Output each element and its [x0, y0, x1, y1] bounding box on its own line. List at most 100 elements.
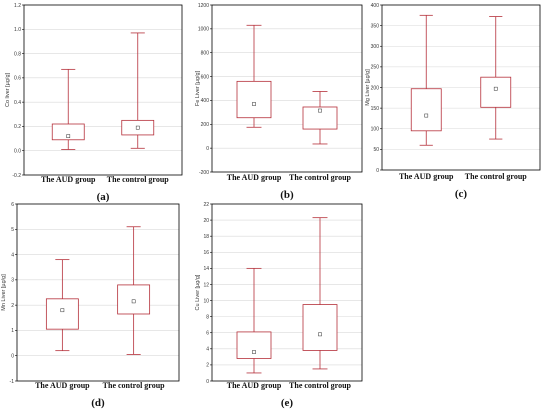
category-label: The control group [103, 381, 165, 390]
y-tick-label: 22 [203, 202, 209, 208]
y-tick-label: 600 [201, 74, 210, 80]
y-tick-label: 50 [373, 147, 379, 153]
median-marker [131, 299, 136, 304]
median-marker [135, 125, 140, 130]
y-tick-label: 2 [11, 303, 14, 309]
plot-frame [211, 203, 363, 382]
y-tick-label: -200 [199, 170, 209, 176]
y-tick-label: 0.2 [14, 124, 21, 130]
panel-label: (a) [97, 191, 110, 203]
plot-frame [16, 203, 180, 382]
y-tick-label: 400 [201, 98, 210, 104]
y-tick-label: 100 [371, 127, 380, 133]
chart-panel-4: -1 0 1 2 3 4 5 6 Mn Liver [µg/g] The AUD group The… [1, 202, 180, 409]
box-control [302, 217, 338, 370]
iqr-box [410, 88, 442, 132]
y-tick-label: 4 [11, 252, 14, 258]
plot-frame [23, 4, 183, 176]
y-tick-label: 5 [11, 227, 14, 233]
y-tick-label: 250 [371, 65, 380, 71]
y-tick-label: 18 [203, 234, 209, 240]
box-aud [51, 68, 85, 150]
category-label: The control group [289, 173, 351, 182]
y-tick-label: 200 [201, 122, 210, 128]
plot-frame [211, 4, 363, 173]
median-marker [424, 113, 429, 118]
y-tick-label: 0.0 [14, 149, 21, 155]
iqr-box [117, 284, 151, 315]
iqr-box [236, 331, 272, 359]
y-tick-label: 16 [203, 250, 209, 256]
box-aud [236, 24, 272, 128]
y-tick-label: 14 [203, 266, 209, 272]
y-axis-label: Mg Liver [µg/g] [365, 69, 371, 106]
y-tick-label: 20 [203, 218, 209, 224]
box-control [302, 91, 338, 145]
iqr-box [236, 80, 272, 119]
chart-panel-3: 0 50 100 150 200 250 300 350 400 Mg Liver [µg/g] T… [365, 3, 541, 200]
category-label: The AUD group [227, 381, 282, 390]
box-control [121, 32, 155, 149]
iqr-box [302, 304, 338, 351]
y-tick-label: 4 [206, 347, 209, 353]
y-tick-label: 400 [371, 3, 380, 9]
y-tick-label: 8 [206, 314, 209, 320]
y-tick-label: 0 [206, 146, 209, 152]
y-tick-label: 1200 [198, 3, 209, 9]
category-label: The control group [465, 172, 527, 181]
y-tick-label: 1.0 [14, 27, 21, 33]
y-axis-label: Cu Liver [µg/g] [195, 274, 201, 310]
median-marker [252, 102, 256, 106]
y-tick-label: 0.8 [14, 51, 21, 57]
median-marker [66, 134, 71, 138]
iqr-box [51, 123, 85, 141]
y-tick-label: 0 [11, 354, 14, 360]
y-tick-label: 150 [371, 106, 380, 112]
y-tick-label: 3 [11, 278, 14, 284]
box-control [480, 16, 512, 140]
category-label: The control group [107, 175, 169, 184]
category-label: The AUD group [41, 175, 96, 184]
median-marker [252, 350, 256, 354]
median-marker [493, 86, 498, 91]
y-tick-label: 2 [206, 363, 209, 369]
panel-label: (d) [91, 397, 105, 409]
y-tick-label: 0 [376, 168, 379, 174]
panel-label: (e) [281, 397, 294, 409]
box-control [117, 226, 151, 355]
y-tick-label: 800 [201, 51, 210, 57]
y-tick-label: 1.2 [14, 3, 21, 9]
iqr-box [480, 76, 512, 108]
category-label: The control group [289, 381, 351, 390]
y-tick-label: 0.4 [14, 100, 21, 106]
y-tick-label: 0.6 [14, 76, 21, 82]
y-axis-label: Co liver [µg/g] [5, 73, 11, 108]
y-tick-label: -0.2 [12, 173, 21, 179]
chart-panel-1: -0.2 0.0 0.2 0.4 0.6 0.8 1.0 1.2 Co liver [µg/g]… [5, 3, 183, 203]
y-tick-label: 10 [203, 298, 209, 304]
y-tick-label: 6 [11, 202, 14, 208]
y-tick-label: 6 [206, 331, 209, 337]
y-tick-label: 1000 [198, 27, 209, 33]
iqr-box [45, 298, 79, 330]
y-tick-label: 200 [371, 85, 380, 91]
y-axis-label: Fe Liver [µg/g] [195, 70, 201, 106]
median-marker [318, 332, 322, 337]
chart-panel-2: -200 0 200 400 600 800 1000 1200 Fe Liver [µg/g]… [195, 3, 363, 201]
panel-label: (c) [455, 188, 468, 200]
y-tick-label: 12 [203, 282, 209, 288]
box-aud [410, 14, 442, 146]
y-tick-label: -1 [10, 379, 15, 385]
y-tick-label: 300 [371, 44, 380, 50]
category-label: The AUD group [399, 172, 454, 181]
y-axis-label: Mn Liver [µg/g] [1, 274, 7, 311]
box-aud [45, 259, 79, 352]
plot-frame [381, 4, 541, 171]
box-aud [236, 267, 272, 374]
y-tick-label: 0 [206, 379, 209, 385]
y-tick-label: 350 [371, 23, 380, 29]
panel-label: (b) [280, 189, 294, 201]
median-marker [60, 308, 65, 313]
category-label: The AUD group [35, 381, 90, 390]
